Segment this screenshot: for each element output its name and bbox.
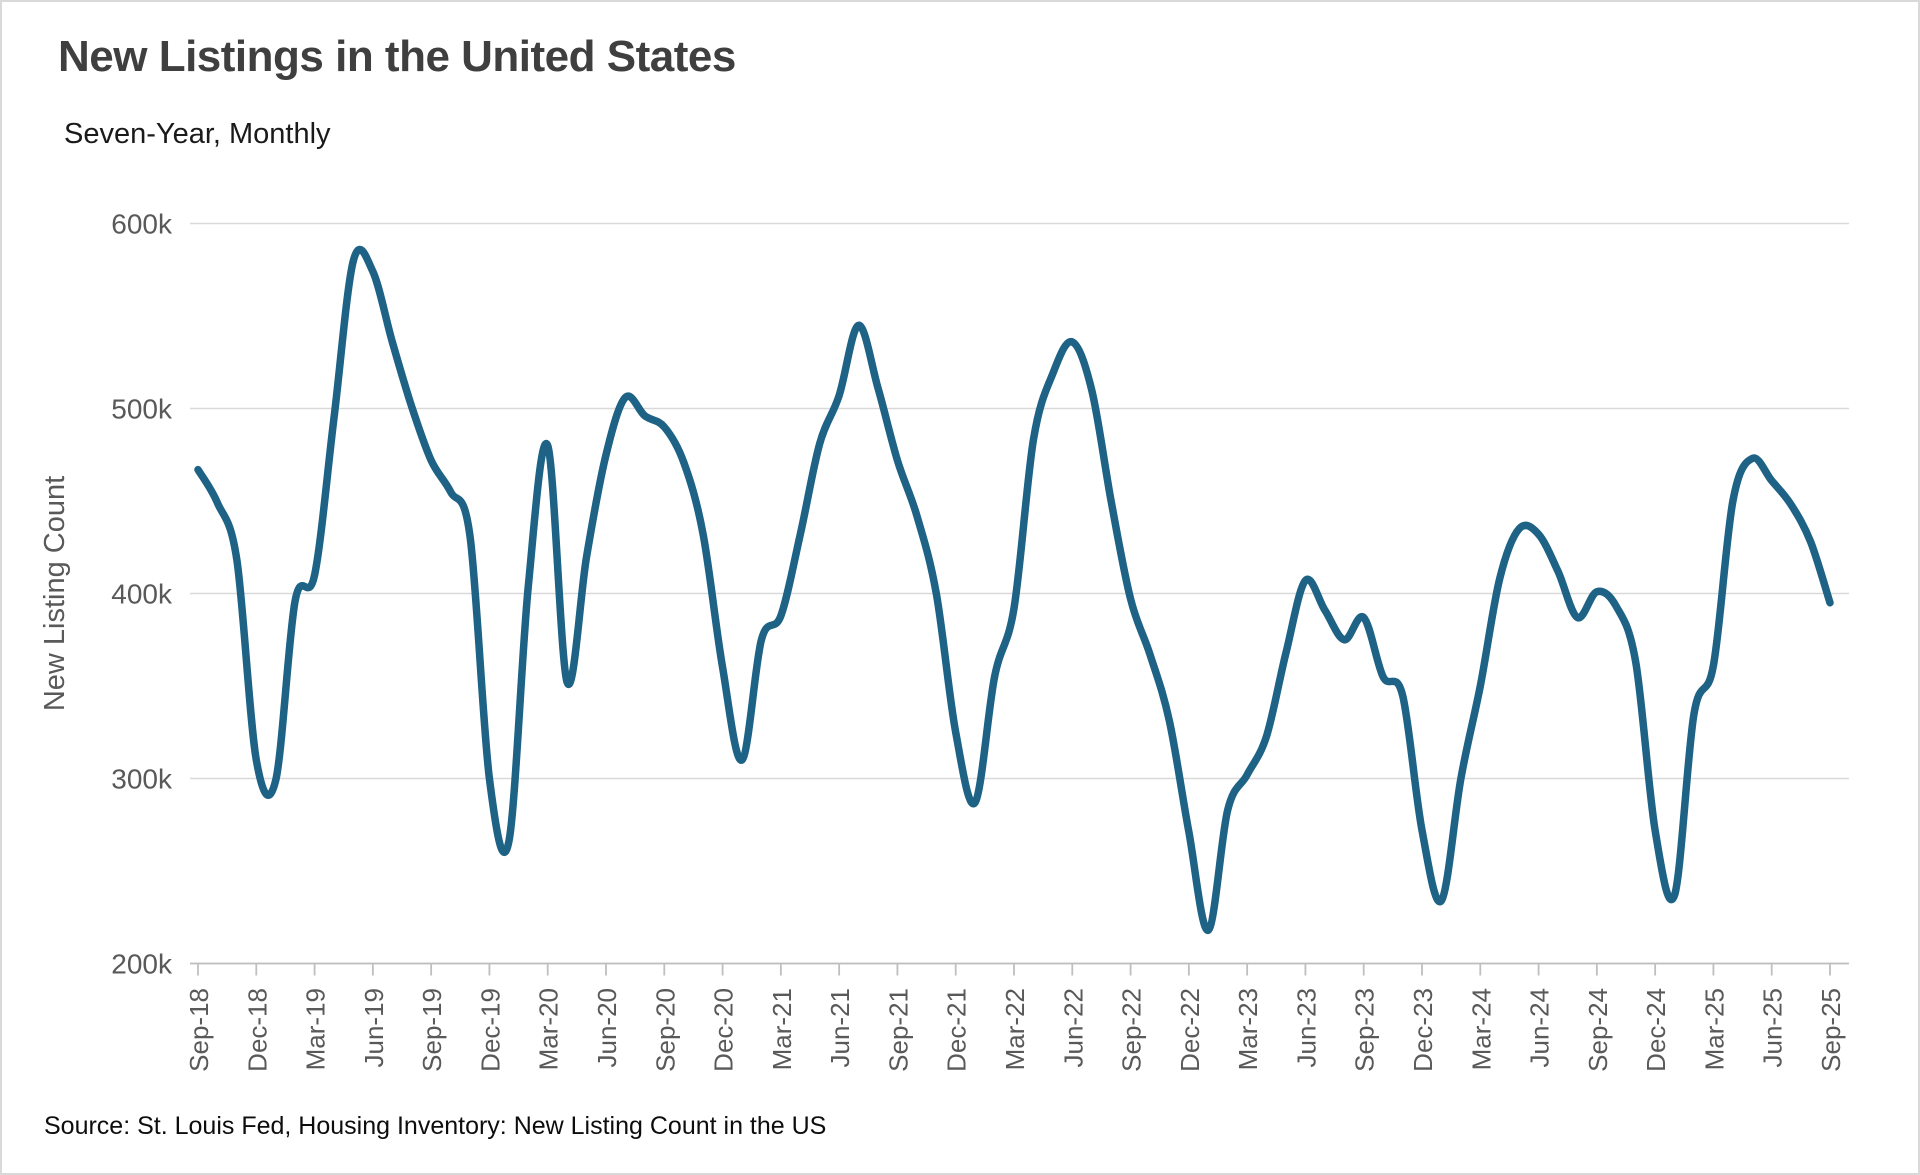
x-tick-label: Dec-23	[1408, 988, 1438, 1072]
x-tick-label: Mar-22	[1000, 988, 1030, 1070]
x-tick-label: Mar-21	[767, 988, 797, 1070]
y-tick-label: 200k	[111, 949, 173, 980]
x-tick-label: Mar-25	[1699, 988, 1729, 1070]
x-tick-label: Sep-20	[650, 988, 680, 1072]
x-tick-label: Jun-23	[1291, 988, 1321, 1068]
x-tick-label: Dec-24	[1641, 988, 1671, 1072]
x-tick-label: Sep-23	[1350, 988, 1380, 1072]
x-tick-label: Jun-25	[1758, 988, 1788, 1068]
y-tick-label: 500k	[111, 394, 173, 425]
x-tick-label: Sep-18	[184, 988, 214, 1072]
x-tick-label: Sep-22	[1117, 988, 1147, 1072]
x-tick-label: Sep-19	[417, 988, 447, 1072]
x-tick-label: Mar-20	[534, 988, 564, 1070]
x-tick-label: Dec-18	[242, 988, 272, 1072]
x-tick-label: Jun-24	[1525, 988, 1555, 1068]
x-axis	[190, 962, 1849, 976]
x-tick-label: Jun-22	[1058, 988, 1088, 1068]
y-tick-label: 400k	[111, 579, 173, 610]
x-tick-label: Sep-21	[883, 988, 913, 1072]
y-tick-label: 600k	[111, 209, 173, 240]
x-tick-label: Dec-20	[709, 988, 739, 1072]
y-tick-label: 300k	[111, 764, 173, 795]
x-tick-label: Jun-21	[825, 988, 855, 1068]
x-tick-label: Sep-24	[1583, 988, 1613, 1072]
x-axis-labels: Sep-18 Dec-18 Mar-19 Jun-19 Sep-19 Dec-19 Mar-…	[184, 988, 1846, 1072]
x-tick-label: Mar-19	[301, 988, 331, 1070]
x-tick-label: Dec-19	[475, 988, 505, 1072]
chart-title: New Listings in the United States	[58, 32, 736, 81]
chart-subtitle: Seven-Year, Monthly	[64, 118, 331, 150]
data-line-new-listings	[194, 245, 1834, 934]
y-axis-labels: 200k 300k 400k 500k 600k	[111, 209, 173, 980]
x-tick-label: Mar-24	[1466, 988, 1496, 1070]
x-tick-label: Mar-23	[1233, 988, 1263, 1070]
y-axis-title: New Listing Count	[39, 476, 71, 711]
x-tick-label: Jun-19	[359, 988, 389, 1068]
x-tick-label: Jun-20	[592, 988, 622, 1068]
x-tick-label: Dec-21	[942, 988, 972, 1072]
x-tick-label: Sep-25	[1816, 988, 1846, 1072]
source-note: Source: St. Louis Fed, Housing Inventory…	[44, 1112, 827, 1140]
x-tick-label: Dec-22	[1175, 988, 1205, 1072]
